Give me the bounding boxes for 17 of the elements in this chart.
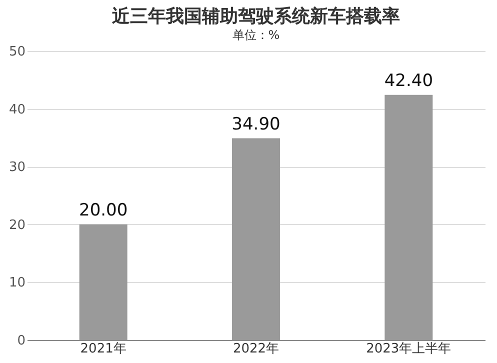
chart-title: 近三年我国辅助驾驶系统新车搭载率 <box>111 6 400 27</box>
x-tick-label: 2021年 <box>80 342 126 356</box>
x-tick-label: 2023年上半年 <box>366 342 452 356</box>
y-tick-label: 40 <box>8 102 26 118</box>
data-label: 42.40 <box>384 70 434 91</box>
data-label: 20.00 <box>78 200 128 220</box>
x-tick-label: 2022年 <box>232 342 280 356</box>
y-tick-label: 0 <box>17 334 26 348</box>
y-tick-label: 10 <box>8 276 26 291</box>
y-tick-label: 20 <box>8 218 26 233</box>
text: 单位：% <box>232 28 280 42</box>
y-tick-label: 30 <box>8 160 26 176</box>
y-tick-label: 50 <box>8 44 26 60</box>
bar <box>232 138 280 340</box>
data-label: 34.90 <box>232 114 280 134</box>
bar <box>79 224 128 340</box>
bar <box>384 94 433 340</box>
